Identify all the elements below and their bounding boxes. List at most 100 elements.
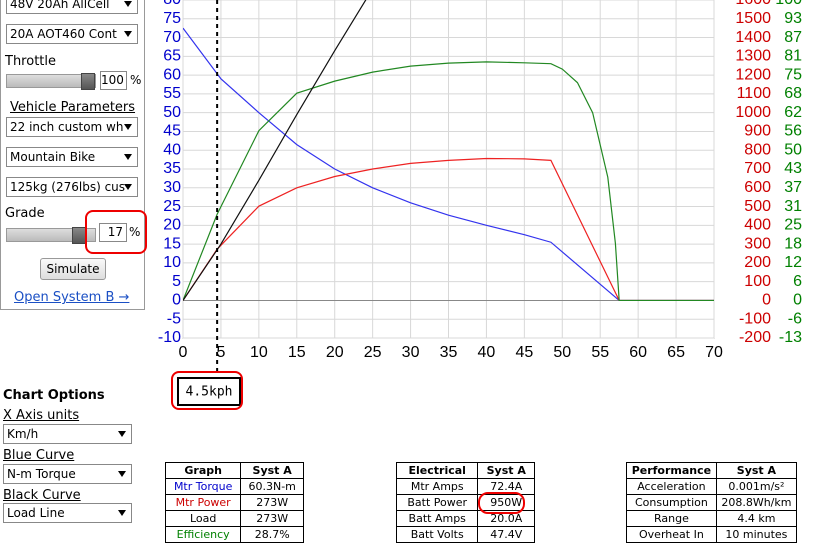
y2-tick-label: 800 xyxy=(744,141,771,158)
wheel-select[interactable]: 22 inch custom wh xyxy=(6,117,138,137)
header-cell: Syst A xyxy=(715,462,798,479)
y2-tick-label: 1500 xyxy=(735,10,771,27)
x-tick-label: 5 xyxy=(216,344,225,361)
x-tick-label: 70 xyxy=(705,344,723,361)
y-tick-label: 10 xyxy=(163,254,181,271)
row-value: 47.4V xyxy=(477,526,535,543)
table-row: Load 273W xyxy=(164,510,304,527)
y3-tick-label: 43 xyxy=(784,160,802,177)
y2-tick-label: 900 xyxy=(744,123,771,140)
y-tick-label: -10 xyxy=(158,329,181,346)
y-tick-label: 70 xyxy=(163,29,181,46)
y-tick-label: 20 xyxy=(163,217,181,234)
controller-select[interactable]: 20A AOT460 Cont xyxy=(6,24,138,44)
y-tick-label: 25 xyxy=(163,198,181,215)
row-value: 10 minutes xyxy=(715,526,798,543)
grade-slider[interactable] xyxy=(6,227,96,244)
row-value: 4.4 km xyxy=(715,510,798,527)
y3-tick-label: 50 xyxy=(784,141,802,158)
y-tick-label: 15 xyxy=(163,235,181,252)
row-label: Mtr Power xyxy=(164,494,242,511)
throttle-unit: % xyxy=(130,73,142,87)
row-value: 28.7% xyxy=(240,526,304,543)
y-tick-label: 30 xyxy=(163,179,181,196)
frame-select[interactable]: Mountain Bike xyxy=(6,147,138,167)
weight-select[interactable]: 125kg (276lbs) cus xyxy=(6,177,138,197)
vehicle-parameters[interactable]: Vehicle Parameters xyxy=(10,100,136,115)
y3-tick-label: 37 xyxy=(784,179,802,196)
highlight-oval xyxy=(85,210,147,254)
row-label: Overheat In xyxy=(626,526,717,543)
header-row: Electrical Syst A xyxy=(395,462,535,479)
y3-tick-label: 100 xyxy=(775,0,802,8)
table-row: Batt Volts 47.4V xyxy=(395,526,535,543)
header-cell: Syst A xyxy=(477,462,535,479)
info-table: Graph Syst A Mtr Torque 60.3N-m Mtr Power 273… xyxy=(164,462,304,543)
header-cell: Graph xyxy=(164,462,242,479)
row-value: 0.001m/s² xyxy=(715,478,798,495)
y3-tick-label: 25 xyxy=(784,217,802,234)
y2-tick-label: 200 xyxy=(744,254,771,271)
x-tick-label: 60 xyxy=(629,344,647,361)
curve xyxy=(183,27,714,302)
y-tick-label: 40 xyxy=(163,141,181,158)
header-row: Graph Syst A xyxy=(164,462,304,479)
table-row: Mtr Power 273W xyxy=(164,494,304,511)
row-label: Consumption xyxy=(626,494,717,511)
grade-input[interactable]: 17 xyxy=(99,223,127,242)
y-tick-label: 60 xyxy=(163,66,181,83)
x-tick-label: 10 xyxy=(250,344,268,361)
curves xyxy=(183,0,714,302)
y2-tick-label: 1600 xyxy=(735,0,771,8)
blue-curve-select[interactable]: N-m Torque xyxy=(3,464,132,484)
y2-tick-label: 400 xyxy=(744,217,771,234)
row-value: 60.3N-m xyxy=(240,478,304,495)
x-tick-label: 40 xyxy=(478,344,496,361)
y3-tick-label: 87 xyxy=(784,29,802,46)
y2-tick-label: 600 xyxy=(744,179,771,196)
x-tick-label: 20 xyxy=(326,344,344,361)
y3-tick-label: -6 xyxy=(788,310,802,327)
throttle-slider[interactable] xyxy=(6,73,96,90)
row-label: Mtr Torque xyxy=(164,478,242,495)
y2-tick-label: 0 xyxy=(762,292,771,309)
table-row: Range 4.4 km xyxy=(626,510,798,527)
y-tick-label: 45 xyxy=(163,123,181,140)
y2-tick-label: 1100 xyxy=(737,85,772,102)
y2-tick-label: 300 xyxy=(744,235,771,252)
row-value: 273W xyxy=(240,510,304,527)
y3-tick-label: 18 xyxy=(784,235,802,252)
y3-tick-label: 62 xyxy=(784,104,802,121)
marker-box xyxy=(177,377,241,406)
table-row: Mtr Amps 72.4A xyxy=(395,478,535,495)
system-b-link[interactable]: Open System B → xyxy=(14,290,130,305)
battery-select[interactable]: 48V 20Ah AllCell xyxy=(6,0,138,14)
y3-tick-label: 31 xyxy=(784,198,802,215)
table-row: Efficiency 28.7% xyxy=(164,526,304,543)
header-cell: Syst A xyxy=(240,462,304,479)
curve xyxy=(183,61,714,302)
row-value: 72.4A xyxy=(477,478,535,495)
option-label: Black Curve xyxy=(3,488,81,503)
slider-thumb[interactable] xyxy=(81,73,95,90)
y2-tick-label: -200 xyxy=(739,329,771,346)
simulate-button[interactable]: Simulate xyxy=(40,258,106,280)
option-label: Blue Curve xyxy=(3,448,75,463)
x-tick-label: 35 xyxy=(440,344,458,361)
x-tick-label: 55 xyxy=(591,344,609,361)
y-tick-label: 50 xyxy=(163,104,181,121)
table-row: Mtr Torque 60.3N-m xyxy=(164,478,304,495)
slider-thumb[interactable] xyxy=(72,227,86,244)
info-table: Electrical Syst A Mtr Amps 72.4A Batt Power 9… xyxy=(395,462,535,543)
x-units-select[interactable]: Km/h xyxy=(3,424,132,444)
throttle-input[interactable]: 100 xyxy=(100,71,127,90)
black-curve-select[interactable]: Load Line xyxy=(3,503,132,523)
x-tick-label: 50 xyxy=(553,344,571,361)
y2-tick-label: 1300 xyxy=(735,48,771,65)
header-cell: Electrical xyxy=(395,462,479,479)
grade-unit: % xyxy=(129,225,141,239)
y2-tick-label: 1200 xyxy=(735,66,771,83)
y3-tick-label: 12 xyxy=(784,254,802,271)
grade-label: Grade xyxy=(5,206,45,221)
